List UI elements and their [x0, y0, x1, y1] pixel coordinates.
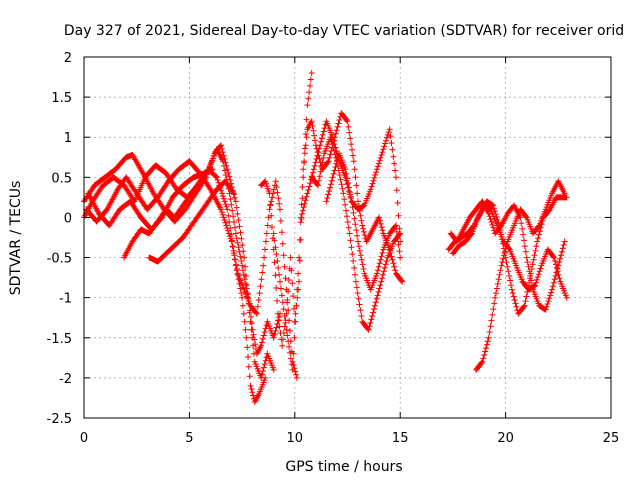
chart-title: Day 327 of 2021, Sidereal Day-to-day VTE…	[64, 23, 624, 39]
y-tick-label: -1.5	[47, 332, 72, 347]
axis-ticks	[83, 56, 612, 419]
y-tick-label: -0.5	[47, 252, 72, 267]
plus-markers-track-6	[146, 178, 237, 265]
plus-markers-track-15	[449, 202, 570, 301]
y-tick-label: 1	[64, 131, 72, 146]
x-tick-label: 0	[80, 431, 88, 446]
x-tick-labels: 0 5 10 15 20 25	[80, 431, 619, 446]
y-tick-label: -2	[59, 372, 72, 387]
plot-frame	[83, 56, 612, 419]
plus-markers-track-13	[447, 198, 568, 313]
x-tick-label: 10	[287, 431, 304, 446]
series-track-13	[447, 198, 568, 313]
series-track-10	[308, 134, 404, 333]
y-tick-label: -1	[59, 292, 72, 307]
grid-lines	[84, 57, 611, 418]
plus-markers-track-10	[308, 134, 404, 333]
series-track-15	[449, 202, 570, 301]
y-tick-label: 1.5	[51, 91, 72, 106]
y-tick-label: -2.5	[47, 412, 72, 427]
plus-markers-track-5	[121, 146, 283, 357]
series-track-5	[121, 146, 283, 357]
plus-markers-track-11	[323, 150, 404, 293]
x-tick-label: 15	[392, 431, 409, 446]
x-tick-label: 25	[603, 431, 620, 446]
x-axis-label: GPS time / hours	[285, 459, 402, 475]
y-tick-label: 2	[64, 51, 72, 66]
data-marks	[81, 70, 570, 405]
y-tick-labels: 2 1.5 1 0.5 0 -0.5 -1 -1.5 -2 -2.5	[47, 51, 72, 427]
series-track-11	[323, 150, 404, 293]
y-axis-label: SDTVAR / TECUs	[8, 181, 24, 296]
y-tick-label: 0	[64, 211, 72, 226]
x-tick-label: 5	[185, 431, 193, 446]
y-tick-label: 0.5	[51, 171, 72, 186]
series-track-6	[146, 178, 237, 265]
x-tick-label: 20	[497, 431, 514, 446]
